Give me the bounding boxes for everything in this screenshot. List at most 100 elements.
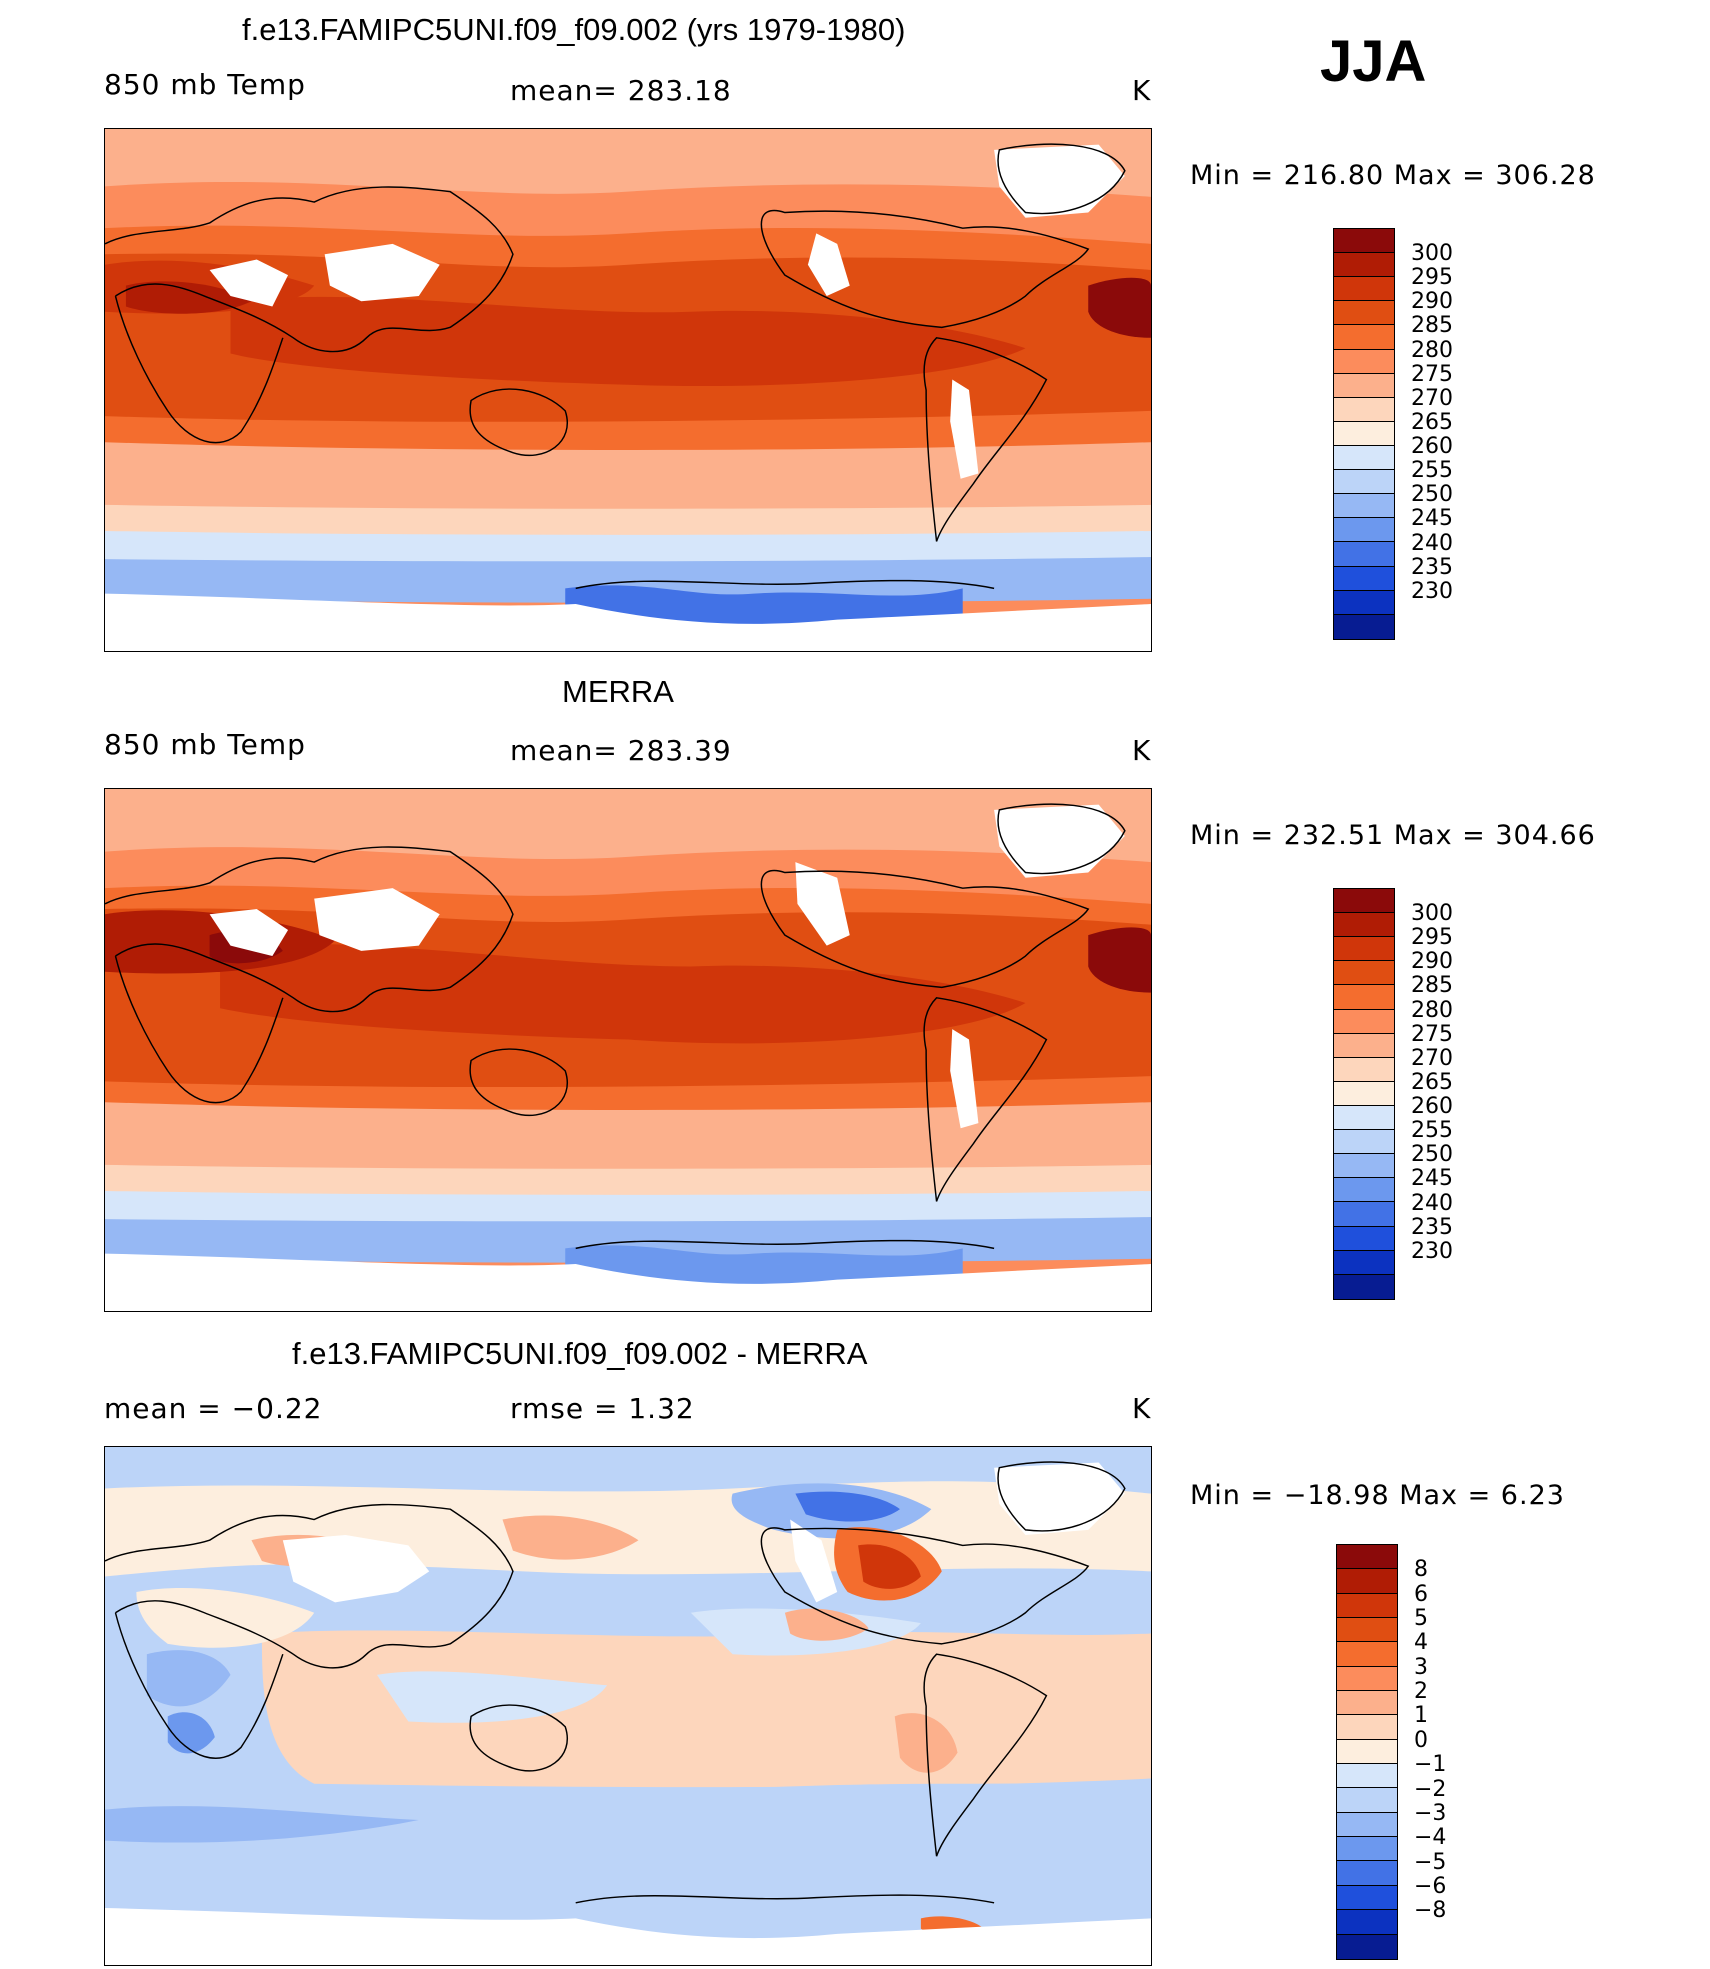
panel3-mean-label: mean = −0.22 <box>104 1392 323 1425</box>
colorbar-tick-label: 290 <box>1411 289 1453 315</box>
model-temperature-map <box>105 129 1151 651</box>
colorbar-tick-label: 265 <box>1411 1069 1453 1095</box>
colorbar-swatch <box>1337 1788 1397 1813</box>
colorbar-tick-label: 285 <box>1411 973 1453 999</box>
colorbar-tick-label: 280 <box>1411 997 1453 1023</box>
colorbar-tick-label: −5 <box>1414 1849 1447 1875</box>
colorbar-swatch <box>1334 1154 1394 1179</box>
colorbar-tick-label: −1 <box>1414 1752 1447 1778</box>
panel3-units-label: K <box>1132 1392 1152 1425</box>
colorbar-tick-label: 245 <box>1411 506 1453 532</box>
colorbar-tick-label: 300 <box>1411 241 1453 267</box>
colorbar-swatch <box>1337 1715 1397 1740</box>
colorbar-tick-label: −2 <box>1414 1776 1447 1802</box>
colorbar-swatch <box>1334 590 1394 615</box>
colorbar-swatch <box>1334 445 1394 471</box>
colorbar-swatch <box>1337 1593 1397 1619</box>
colorbar-tick-label: 235 <box>1411 554 1453 580</box>
panel2-minmax: Min = 232.51 Max = 304.66 <box>1190 820 1596 851</box>
difference-map <box>105 1447 1151 1965</box>
colorbar-tick-label: 295 <box>1411 265 1453 291</box>
colorbar-tick-label: 8 <box>1414 1557 1428 1583</box>
colorbar-tick-label: 6 <box>1414 1581 1428 1607</box>
panel3-map <box>104 1446 1152 1966</box>
colorbar-tick-label: 275 <box>1411 1021 1453 1047</box>
colorbar-swatch <box>1334 518 1394 543</box>
panel1-colorbar: 300 295 290 285 280 275 270 265 260 255 250 245 240 2… <box>1333 228 1453 642</box>
colorbar-swatch <box>1337 1837 1397 1862</box>
colorbar-tick-label: 245 <box>1411 1166 1453 1192</box>
colorbar-swatch <box>1337 1618 1397 1643</box>
colorbar-swatch <box>1334 1202 1394 1227</box>
panel1-colorbar-swatches <box>1333 228 1395 640</box>
colorbar-swatch <box>1337 1812 1397 1838</box>
colorbar-tick-label: 270 <box>1411 385 1453 411</box>
panel1-mean-label: mean= 283.18 <box>510 74 732 107</box>
colorbar-tick-label: 275 <box>1411 361 1453 387</box>
colorbar-tick-label: 1 <box>1414 1703 1428 1729</box>
panel1-map <box>104 128 1152 652</box>
colorbar-swatch <box>1334 566 1394 591</box>
colorbar-swatch <box>1337 1885 1397 1911</box>
panel2-variable-label: 850 mb Temp <box>104 728 306 761</box>
colorbar-swatch <box>1334 1057 1394 1082</box>
colorbar-swatch <box>1334 542 1394 567</box>
colorbar-tick-label: 0 <box>1414 1727 1428 1753</box>
colorbar-swatch <box>1334 937 1394 962</box>
colorbar-tick-label: −8 <box>1414 1898 1447 1924</box>
colorbar-tick-label: 235 <box>1411 1214 1453 1240</box>
colorbar-tick-label: 265 <box>1411 409 1453 435</box>
colorbar-swatch <box>1337 1861 1397 1886</box>
colorbar-swatch <box>1334 1250 1394 1275</box>
panel3-title: f.e13.FAMIPC5UNI.f09_f09.002 - MERRA <box>292 1336 868 1371</box>
colorbar-tick-label: 255 <box>1411 458 1453 484</box>
colorbar-tick-label: 300 <box>1411 901 1453 927</box>
panel1-title: f.e13.FAMIPC5UNI.f09_f09.002 (yrs 1979-1… <box>242 12 906 47</box>
colorbar-swatch <box>1337 1666 1397 1692</box>
colorbar-swatch <box>1334 397 1394 422</box>
colorbar-swatch <box>1334 1033 1394 1058</box>
colorbar-tick-label: 240 <box>1411 530 1453 556</box>
colorbar-tick-label: −4 <box>1414 1825 1447 1851</box>
colorbar-swatch <box>1334 1130 1394 1155</box>
colorbar-swatch <box>1334 889 1394 914</box>
panel3-colorbar-swatches <box>1336 1544 1398 1960</box>
colorbar-swatch <box>1334 229 1394 254</box>
panel3-rmse-label: rmse = 1.32 <box>510 1392 695 1425</box>
colorbar-swatch <box>1334 961 1394 986</box>
panel3-minmax: Min = −18.98 Max = 6.23 <box>1190 1480 1565 1511</box>
colorbar-tick-label: 230 <box>1411 578 1453 604</box>
colorbar-tick-label: 250 <box>1411 482 1453 508</box>
colorbar-swatch <box>1334 325 1394 350</box>
colorbar-tick-label: 290 <box>1411 949 1453 975</box>
colorbar-swatch <box>1334 614 1394 639</box>
colorbar-tick-label: 4 <box>1414 1630 1428 1656</box>
colorbar-tick-label: 280 <box>1411 337 1453 363</box>
colorbar-swatch <box>1334 1274 1394 1299</box>
season-label: JJA <box>1320 29 1427 94</box>
colorbar-tick-label: 240 <box>1411 1190 1453 1216</box>
panel3-colorbar: 8 6 5 4 3 2 1 0 −1 −2 −3 −4 −5 −6 −8 <box>1336 1544 1456 1964</box>
colorbar-tick-label: 260 <box>1411 434 1453 460</box>
colorbar-swatch <box>1334 1009 1394 1034</box>
colorbar-swatch <box>1334 253 1394 278</box>
panel2-colorbar: 300 295 290 285 280 275 270 265 260 255 250 245 240 2… <box>1333 888 1453 1302</box>
colorbar-swatch <box>1334 1105 1394 1131</box>
colorbar-swatch <box>1334 494 1394 519</box>
colorbar-swatch <box>1334 985 1394 1010</box>
colorbar-swatch <box>1337 1739 1397 1765</box>
colorbar-swatch <box>1334 277 1394 302</box>
colorbar-swatch <box>1337 1764 1397 1789</box>
colorbar-tick-label: 3 <box>1414 1654 1428 1680</box>
panel2-mean-label: mean= 283.39 <box>510 734 732 767</box>
colorbar-swatch <box>1337 1569 1397 1594</box>
colorbar-tick-label: −3 <box>1414 1800 1447 1826</box>
panel2-map <box>104 788 1152 1312</box>
colorbar-swatch <box>1334 913 1394 938</box>
colorbar-swatch <box>1337 1910 1397 1935</box>
colorbar-tick-label: 5 <box>1414 1606 1428 1632</box>
colorbar-tick-label: 2 <box>1414 1679 1428 1705</box>
colorbar-swatch <box>1334 349 1394 374</box>
colorbar-swatch <box>1337 1691 1397 1716</box>
colorbar-swatch <box>1334 1178 1394 1203</box>
